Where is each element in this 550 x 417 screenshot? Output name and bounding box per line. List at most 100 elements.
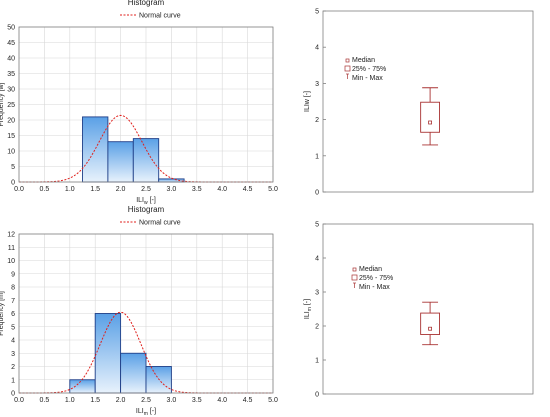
- y-tick-label: 10: [7, 258, 15, 265]
- y-tick-label: 2: [11, 364, 15, 371]
- iqr-box: [420, 312, 440, 335]
- legend-iqr-label: 25% - 75%: [352, 66, 386, 73]
- x-tick-label: 0.0: [14, 186, 24, 193]
- x-axis-label-base: ILI: [136, 408, 144, 415]
- y-axis-label: ILIm [-]: [304, 299, 313, 319]
- x-tick-label: 4.5: [243, 397, 253, 404]
- y-tick-label: 40: [7, 56, 15, 63]
- boxplot-panel-3: 0 1 2 3 4 5 ILIm [-] Median 25% - 75% Min - Max: [304, 222, 534, 399]
- y-tick-label: 2: [315, 117, 319, 124]
- x-tick-label: 5.0: [268, 186, 278, 193]
- y-tick-label: 4: [315, 45, 319, 52]
- legend-minmax-label: Min - Max: [352, 75, 383, 82]
- legend-median-label: Median: [352, 57, 375, 64]
- y-tick-label: 3: [315, 290, 319, 297]
- y-tick-label: 20: [7, 118, 15, 125]
- y-axis-label: Frequency [w]: [0, 82, 5, 126]
- legend-minmax-label: Min - Max: [359, 284, 390, 291]
- x-tick-label: 3.0: [167, 397, 177, 404]
- x-axis-label: ILIw [-]: [136, 197, 156, 206]
- y-tick-label: 0: [315, 190, 319, 197]
- y-tick-label: 35: [7, 71, 15, 78]
- x-axis-label-subscript: w: [144, 200, 148, 206]
- y-axis-label-suffix: [-]: [304, 299, 311, 307]
- x-tick-label: 4.5: [243, 186, 253, 193]
- x-tick-label: 2.0: [116, 186, 126, 193]
- x-axis-label-subscript: m: [144, 411, 148, 417]
- x-axis-label-suffix: [-]: [148, 197, 156, 204]
- histogram-bar: [69, 379, 96, 394]
- x-tick-label: 1.0: [65, 186, 75, 193]
- y-tick-label: 1: [11, 377, 15, 384]
- y-tick-label: 4: [315, 256, 319, 263]
- x-tick-label: 3.5: [192, 397, 202, 404]
- x-tick-label: 0.5: [40, 186, 50, 193]
- boxplot-panel-1: 0 1 2 3 4 5 ILIw [-] Median 25% - 75% Min - Max: [304, 9, 534, 197]
- x-tick-label: 1.5: [90, 186, 100, 193]
- x-tick-label: 0.5: [40, 397, 50, 404]
- histogram-bar: [94, 313, 122, 394]
- histogram-bar: [120, 352, 147, 394]
- legend-iqr-label: 25% - 75%: [359, 275, 393, 282]
- x-tick-label: 1.0: [65, 397, 75, 404]
- histogram-title: Histogram: [128, 0, 165, 7]
- y-axis-label: Frequency [m]: [0, 291, 5, 336]
- x-tick-label: 2.5: [141, 186, 151, 193]
- x-tick-label: 1.5: [90, 397, 100, 404]
- y-axis-label-base: ILI: [304, 311, 311, 319]
- y-tick-label: 45: [7, 40, 15, 47]
- y-tick-label: 0: [315, 392, 319, 399]
- iqr-box: [420, 101, 440, 133]
- histogram-panel-0: Histogram Normal curve 0 5 10 15 20 25 30 35 40 45 5…: [0, 0, 278, 206]
- y-axis-label-subscript: m: [307, 307, 313, 311]
- histogram-bar: [158, 178, 185, 183]
- histogram-bar: [107, 141, 134, 183]
- y-tick-label: 5: [11, 324, 15, 331]
- x-tick-label: 3.0: [167, 186, 177, 193]
- median-marker: [428, 326, 433, 331]
- legend-normal-curve-label: Normal curve: [139, 13, 181, 20]
- plot-frame: [18, 26, 274, 183]
- y-tick-label: 3: [11, 351, 15, 358]
- y-tick-label: 15: [7, 133, 15, 140]
- y-tick-label: 5: [11, 164, 15, 171]
- y-tick-label: 9: [11, 271, 15, 278]
- x-axis-label: ILIm [-]: [136, 408, 156, 417]
- legend-median-swatch: [352, 267, 357, 272]
- x-tick-label: 4.0: [217, 186, 227, 193]
- y-tick-label: 1: [315, 358, 319, 365]
- legend-iqr-swatch: [344, 65, 351, 72]
- y-tick-label: 12: [7, 232, 15, 239]
- y-tick-label: 3: [315, 81, 319, 88]
- x-tick-label: 2.5: [141, 397, 151, 404]
- y-tick-label: 11: [8, 245, 15, 252]
- x-tick-label: 2.0: [116, 397, 126, 404]
- x-axis-label-suffix: [-]: [148, 408, 156, 415]
- y-tick-label: 25: [7, 102, 15, 109]
- normal-curve-line: [19, 311, 273, 394]
- x-tick-label: 3.5: [192, 186, 202, 193]
- legend-iqr-swatch: [351, 274, 358, 281]
- y-tick-label: 50: [7, 25, 15, 32]
- histogram-bar: [132, 138, 160, 183]
- x-axis-label-base: ILI: [136, 197, 144, 204]
- plot-frame: [18, 233, 274, 394]
- y-tick-label: 8: [11, 285, 15, 292]
- x-tick-label: 4.0: [217, 397, 227, 404]
- legend-median-label: Median: [359, 266, 382, 273]
- y-tick-label: 4: [11, 338, 15, 345]
- y-tick-label: 6: [11, 311, 15, 318]
- plot-frame: [322, 10, 534, 193]
- legend-median-swatch: [345, 58, 350, 63]
- y-tick-label: 10: [7, 149, 15, 156]
- y-tick-label: 1: [315, 153, 319, 160]
- plot-frame: [322, 223, 534, 395]
- histogram-bar: [82, 116, 109, 183]
- y-tick-label: 2: [315, 324, 319, 331]
- y-tick-label: 7: [11, 298, 15, 305]
- median-marker: [428, 120, 433, 125]
- y-tick-label: 0: [11, 180, 15, 187]
- y-tick-label: 5: [315, 222, 319, 229]
